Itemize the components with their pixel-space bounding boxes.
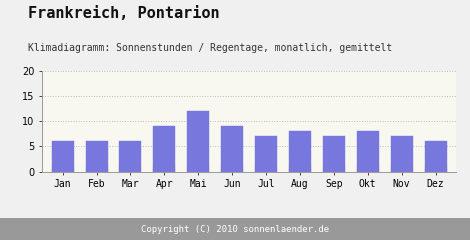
Bar: [52, 167, 74, 172]
Bar: [221, 126, 243, 172]
Bar: [255, 167, 277, 172]
Bar: [119, 167, 141, 172]
Bar: [52, 141, 74, 172]
Bar: [119, 141, 141, 172]
Text: Copyright (C) 2010 sonnenlaender.de: Copyright (C) 2010 sonnenlaender.de: [141, 225, 329, 234]
Bar: [187, 167, 209, 172]
Bar: [323, 167, 345, 172]
Bar: [391, 136, 413, 172]
Bar: [153, 126, 175, 172]
Text: Klimadiagramm: Sonnenstunden / Regentage, monatlich, gemittelt: Klimadiagramm: Sonnenstunden / Regentage…: [28, 43, 392, 53]
Bar: [86, 167, 108, 172]
Bar: [424, 167, 446, 172]
Legend: Sonnenstunden / Tag, Regentage / Monat: Sonnenstunden / Tag, Regentage / Monat: [106, 215, 392, 234]
Bar: [153, 167, 175, 172]
Bar: [357, 131, 379, 172]
Bar: [255, 136, 277, 172]
Bar: [357, 167, 379, 172]
Bar: [424, 141, 446, 172]
Bar: [221, 167, 243, 172]
Bar: [323, 136, 345, 172]
Bar: [86, 141, 108, 172]
Bar: [289, 131, 311, 172]
Bar: [391, 167, 413, 172]
Bar: [187, 111, 209, 172]
Bar: [289, 167, 311, 172]
Text: Frankreich, Pontarion: Frankreich, Pontarion: [28, 6, 220, 21]
